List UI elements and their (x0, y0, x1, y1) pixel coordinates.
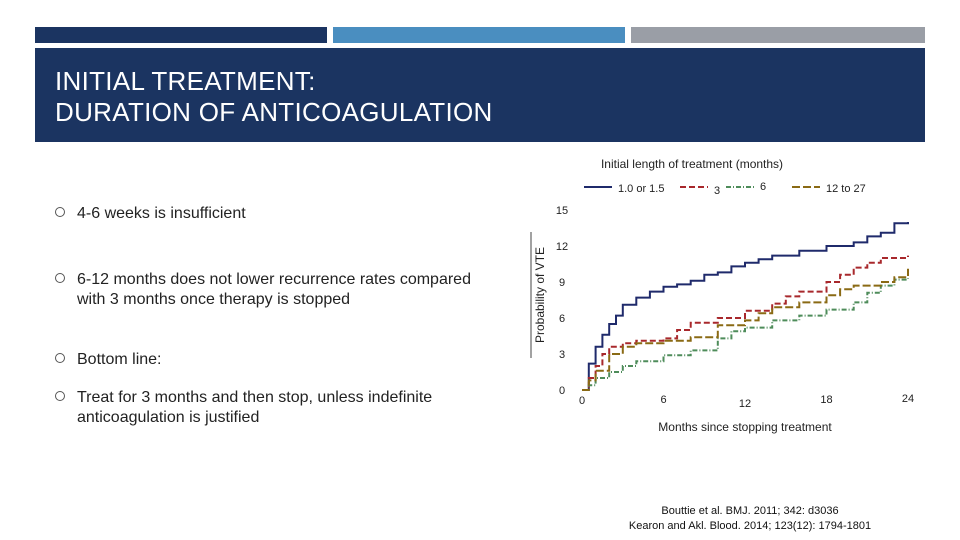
bullet-text: Bottom line: (77, 351, 162, 368)
series-line (582, 255, 909, 391)
y-tick-label: 3 (559, 349, 565, 361)
y-tick-label: 0 (559, 385, 565, 397)
axis-ticks: 0 3 6 9 12 15 0 6 12 18 24 (556, 205, 914, 410)
legend-label: 6 (760, 181, 766, 193)
page-title-line-2: DURATION OF ANTICOAGULATION (55, 97, 493, 127)
circle-bullet-icon (55, 353, 65, 363)
x-tick-label: 24 (902, 393, 914, 405)
chart-legend: 1.0 or 1.5 3 6 12 to 27 (584, 181, 866, 197)
x-tick-label: 0 (579, 395, 585, 407)
chart-title: Initial length of treatment (months) (601, 157, 783, 171)
title-banner: INITIAL TREATMENT: DURATION OF ANTICOAGU… (35, 48, 925, 142)
citation-line-2: Kearon and Akl. Blood. 2014; 123(12): 17… (628, 520, 872, 532)
bullet-text: 4-6 weeks is insufficient (77, 205, 246, 222)
legend-label: 12 to 27 (826, 183, 866, 195)
y-tick-label: 6 (559, 313, 565, 325)
accent-bar-blue (333, 27, 625, 43)
bullet-text: Treat for 3 months and then stop, unless… (77, 389, 433, 426)
y-tick-label: 9 (559, 277, 565, 289)
x-tick-label: 18 (820, 394, 832, 406)
circle-bullet-icon (55, 273, 65, 283)
citation-line-1: Bouttie et al. BMJ. 2011; 342: d3036 (661, 505, 839, 517)
y-tick-label: 12 (556, 241, 568, 253)
x-tick-label: 12 (739, 398, 751, 410)
legend-label: 3 (714, 185, 720, 197)
page-title-line-1: INITIAL TREATMENT: (55, 66, 316, 96)
chart-series (582, 222, 909, 391)
x-tick-label: 6 (660, 394, 666, 406)
accent-bar-gray (631, 27, 925, 43)
series-line (582, 268, 909, 391)
series-line (582, 222, 909, 391)
y-axis-label: Probability of VTE (533, 247, 547, 343)
x-axis-label: Months since stopping treatment (658, 420, 832, 434)
bullet-text: 6-12 months does not lower recurrence ra… (77, 271, 471, 308)
citation: Bouttie et al. BMJ. 2011; 342: d3036 Kea… (600, 504, 900, 534)
accent-bar-navy (35, 27, 327, 43)
circle-bullet-icon (55, 207, 65, 217)
y-tick-label: 15 (556, 205, 568, 217)
legend-label: 1.0 or 1.5 (618, 183, 664, 195)
circle-bullet-icon (55, 391, 65, 401)
series-line (582, 278, 909, 391)
vte-probability-chart: Initial length of treatment (months) 1.0… (530, 157, 914, 434)
page-title: INITIAL TREATMENT: DURATION OF ANTICOAGU… (55, 66, 493, 128)
